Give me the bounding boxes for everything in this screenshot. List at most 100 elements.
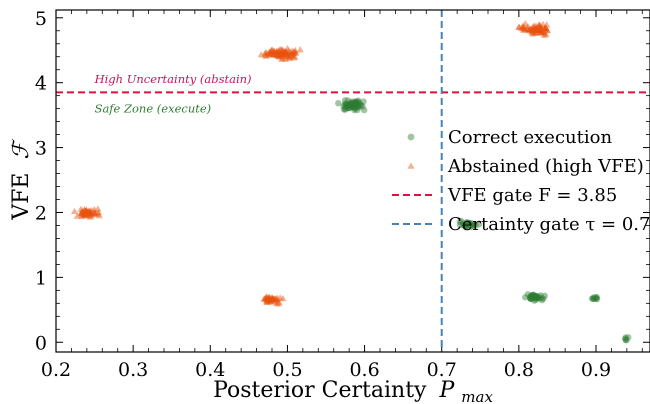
abstained-point (519, 25, 527, 32)
legend-label: Abstained (high VFE) (447, 156, 644, 177)
abstained-point (267, 46, 275, 54)
abstained-point (81, 207, 90, 215)
abstained-point (291, 49, 300, 56)
correct-execution-point (590, 295, 597, 303)
abstained-point (290, 54, 298, 61)
abstained-point (94, 205, 102, 212)
legend-label: VFE gate F = 3.85 (447, 185, 617, 206)
abstained-point (542, 24, 550, 31)
correct-execution-point (593, 293, 600, 301)
abstained-point (279, 47, 287, 54)
abstained-point (261, 48, 270, 56)
abstained-point (281, 48, 289, 56)
abstained-point (86, 209, 94, 216)
y-axis-label-text: VFE (9, 173, 34, 221)
x-tick-label: 0.4 (195, 359, 225, 381)
correct-execution-point (528, 293, 535, 300)
correct-execution-point (590, 294, 598, 301)
correct-execution-point (460, 221, 468, 229)
abstained-point (78, 208, 86, 215)
abstained-point (536, 25, 544, 32)
x-axis-label-subscript: max (461, 388, 493, 404)
abstained-point (291, 48, 300, 56)
correct-execution-point (354, 104, 361, 111)
abstained-point (266, 50, 274, 57)
abstained-point (282, 50, 290, 57)
abstained-point (274, 51, 283, 58)
correct-execution-point (527, 294, 534, 301)
correct-execution-point (527, 292, 535, 300)
correct-execution-point (467, 223, 475, 231)
abstained-point (530, 26, 538, 33)
abstained-point (278, 49, 286, 57)
abstained-point (536, 25, 544, 33)
abstained-point (277, 50, 285, 58)
abstained-point (541, 29, 549, 36)
abstained-point (270, 295, 278, 303)
abstained-point (260, 295, 268, 302)
abstained-point (529, 26, 537, 33)
correct-execution-point (593, 295, 601, 303)
correct-execution-point (469, 222, 476, 229)
abstained-point (541, 24, 549, 32)
abstained-point (277, 51, 285, 58)
x-tick-label: 0.6 (349, 359, 379, 381)
abstained-point (80, 211, 88, 218)
abstained-point (521, 19, 529, 27)
correct-execution-point (469, 222, 477, 229)
correct-execution-point (456, 221, 464, 229)
correct-execution-point (359, 103, 366, 110)
correct-execution-point (588, 295, 596, 302)
abstained-point (528, 28, 536, 35)
abstained-point (81, 210, 89, 218)
x-axis-label: Posterior Certainty P max (213, 378, 493, 404)
abstained-point (82, 211, 90, 218)
abstained-point (526, 25, 534, 33)
abstained-point (263, 294, 271, 301)
abstained-point (537, 25, 545, 33)
abstained-point (263, 297, 271, 304)
abstained-point (269, 294, 277, 301)
correct-execution-point (354, 101, 362, 109)
y-tick-label: 4 (35, 73, 47, 95)
correct-execution-point (625, 334, 632, 341)
abstained-point (263, 293, 271, 300)
correct-execution-point (532, 292, 539, 300)
abstained-point (515, 23, 523, 30)
correct-execution-point (529, 291, 536, 299)
correct-execution-point (342, 106, 349, 113)
abstained-point (91, 209, 99, 216)
abstained-point (84, 207, 93, 214)
abstained-point (275, 298, 283, 305)
abstained-point (517, 24, 525, 31)
abstained-point (86, 209, 94, 216)
correct-execution-point (335, 100, 342, 107)
abstained-point (265, 295, 273, 302)
abstained-point (270, 50, 278, 58)
abstained-point (540, 28, 548, 35)
correct-execution-point (592, 294, 600, 301)
correct-execution-point (345, 104, 352, 112)
abstained-point (276, 52, 284, 59)
abstained-point (268, 295, 276, 302)
legend-marker-abstained (407, 162, 415, 169)
abstained-point (91, 210, 99, 217)
abstained-point (269, 295, 277, 302)
abstained-point (538, 27, 546, 35)
correct-execution-point (532, 294, 540, 301)
abstained-point (524, 22, 532, 30)
correct-execution-point (346, 102, 353, 110)
x-tick-label: 0.7 (427, 359, 457, 381)
correct-execution-point (342, 102, 350, 109)
correct-execution-point (537, 292, 544, 299)
x-axis-label-symbol: P (438, 378, 455, 403)
abstained-point (264, 295, 272, 303)
correct-execution-point (347, 99, 354, 106)
correct-execution-point (344, 101, 351, 108)
abstained-point (535, 20, 543, 28)
correct-execution-point (341, 100, 348, 108)
abstained-point (283, 48, 291, 56)
abstained-point (531, 22, 539, 29)
abstained-point (95, 212, 103, 219)
correct-execution-point (465, 219, 472, 226)
